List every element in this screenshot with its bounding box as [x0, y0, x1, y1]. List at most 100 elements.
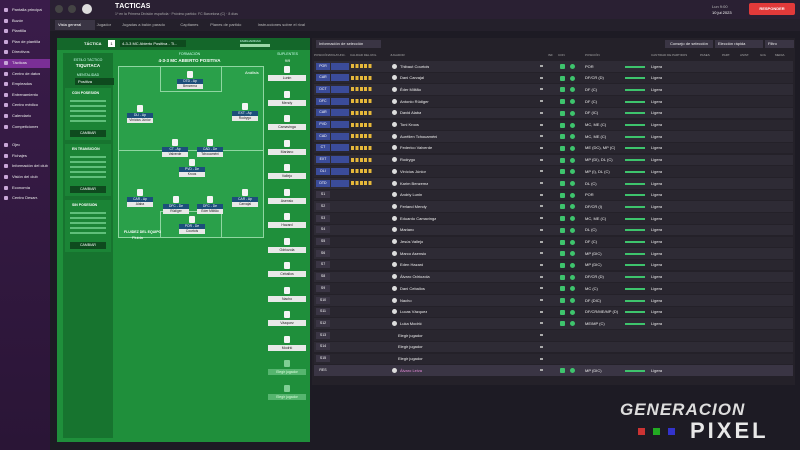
player-name[interactable]: Andriy Lunin: [400, 192, 423, 198]
player-name[interactable]: Jesús Vallejo: [400, 239, 424, 244]
bench-shirt[interactable]: [284, 213, 290, 220]
table-row[interactable]: [314, 201, 793, 212]
quick-button[interactable]: Elección rápida: [715, 40, 763, 48]
table-row[interactable]: [314, 96, 793, 107]
tab[interactable]: Jugador: [96, 22, 112, 27]
player-name[interactable]: Federico Valverde: [400, 145, 433, 151]
player-shirt[interactable]: [189, 159, 195, 166]
player-name[interactable]: Elegir jugador: [398, 356, 423, 361]
table-row[interactable]: [314, 142, 793, 154]
player-name[interactable]: Toni Kroos: [400, 122, 419, 127]
player-name[interactable]: Álvaro Leiva: [400, 367, 423, 373]
bench-shirt[interactable]: [284, 335, 290, 343]
filter-button[interactable]: Filtro: [765, 40, 794, 48]
table-row[interactable]: [314, 213, 793, 224]
sidebar-item[interactable]: Centro de datos: [0, 70, 50, 79]
bench-shirt[interactable]: [284, 237, 290, 245]
table-row[interactable]: [314, 341, 793, 353]
table-row[interactable]: [314, 178, 793, 189]
tab[interactable]: Instrucciones sobre el rival: [257, 22, 305, 27]
table-row[interactable]: [314, 189, 793, 201]
player-name[interactable]: Lucas Vázquez: [400, 309, 428, 315]
player-name[interactable]: Dani Ceballos: [400, 285, 425, 291]
bench-shirt[interactable]: [284, 66, 290, 73]
player-name[interactable]: Luka Modrić: [400, 320, 422, 326]
sidebar-item[interactable]: Calendario: [0, 112, 50, 121]
table-row[interactable]: [314, 295, 793, 306]
table-row[interactable]: [314, 318, 793, 329]
player-name[interactable]: Elegir jugador: [398, 344, 423, 350]
tab[interactable]: Vista general: [55, 20, 95, 30]
mentality-value[interactable]: Positiva: [75, 78, 114, 85]
player-name[interactable]: Mariano: [400, 227, 415, 233]
table-row[interactable]: [314, 306, 793, 318]
table-row[interactable]: [314, 131, 793, 142]
style-value[interactable]: TIQUITACA: [75, 63, 101, 68]
sidebar-item[interactable]: Buzón: [0, 17, 50, 26]
player-name[interactable]: Thibaut Courtois: [400, 63, 430, 69]
sidebar-item[interactable]: Entrenamiento: [0, 91, 50, 100]
sidebar-item[interactable]: Economía: [0, 184, 50, 193]
player-name[interactable]: David Alaba: [400, 110, 422, 116]
bench-shirt[interactable]: [284, 286, 290, 294]
player-name[interactable]: Karim Benzema: [400, 180, 429, 186]
tab[interactable]: Jugadas a balón parado: [122, 22, 165, 27]
tab[interactable]: Capitanes: [180, 22, 199, 27]
table-row[interactable]: [314, 353, 793, 364]
bench-shirt[interactable]: [284, 139, 290, 147]
bench-shirt[interactable]: [284, 360, 290, 367]
table-row[interactable]: [314, 224, 793, 236]
player-shirt[interactable]: [207, 139, 213, 146]
player-name[interactable]: Ferland Mendy: [400, 203, 427, 209]
player-shirt[interactable]: [172, 139, 178, 146]
sidebar-item[interactable]: Información del club: [0, 162, 50, 171]
analysis[interactable]: Análisis: [245, 70, 259, 75]
bench-shirt[interactable]: [284, 115, 290, 122]
player-shirt[interactable]: [242, 189, 248, 196]
player-shirt[interactable]: [137, 189, 143, 196]
table-row[interactable]: [314, 61, 793, 72]
bench-shirt[interactable]: [284, 384, 290, 392]
bench-shirt[interactable]: [284, 90, 290, 98]
sidebar-item[interactable]: Centro médico: [0, 101, 50, 110]
player-shirt[interactable]: [173, 196, 179, 203]
player-name[interactable]: Dani Carvajal: [400, 75, 425, 81]
table-row[interactable]: [314, 119, 793, 130]
bench-shirt[interactable]: [284, 311, 290, 318]
player-shirt[interactable]: [242, 103, 248, 110]
info-dropdown[interactable]: Información de selección: [316, 40, 381, 48]
player-shirt[interactable]: [137, 105, 143, 112]
advice-button[interactable]: Consejo de selección: [665, 40, 713, 48]
sidebar-item[interactable]: Ojeo: [0, 141, 50, 150]
bench-shirt[interactable]: [284, 262, 290, 269]
player-name[interactable]: Éder Militão: [400, 86, 422, 92]
player-name[interactable]: Álvaro Odriozola: [400, 274, 430, 280]
nav-fwd[interactable]: [68, 5, 76, 13]
sidebar-item[interactable]: Directivos: [0, 48, 50, 57]
tactic-name[interactable]: 4-3-3 MC Abierto Positiva - Ti...: [120, 40, 186, 47]
table-row[interactable]: [314, 84, 793, 95]
table-row[interactable]: [314, 154, 793, 166]
player-name[interactable]: Nacho: [400, 297, 412, 303]
table-row[interactable]: [314, 259, 793, 271]
table-row[interactable]: [314, 107, 793, 119]
player-shirt[interactable]: [187, 71, 193, 78]
formation[interactable]: 4-3-3 MC ABIERTO POSITIVA: [158, 58, 221, 63]
sidebar-item[interactable]: Visión del club: [0, 173, 50, 182]
change-button[interactable]: CAMBIAR: [70, 130, 106, 137]
table-row[interactable]: [314, 166, 793, 177]
bench-shirt[interactable]: [284, 188, 290, 196]
sidebar-item[interactable]: Plantilla: [0, 27, 50, 36]
player-name[interactable]: Elegir jugador: [398, 332, 423, 338]
change-button[interactable]: CAMBIAR: [70, 242, 106, 249]
player-name[interactable]: Antonio Rüdiger: [400, 98, 429, 104]
respond-button[interactable]: RESPONDER: [749, 3, 795, 15]
sidebar-item[interactable]: Tácticas: [0, 59, 50, 68]
table-row[interactable]: [314, 72, 793, 84]
sidebar-item[interactable]: Pantalla principal: [0, 6, 50, 15]
nav-back[interactable]: [55, 5, 63, 13]
player-name[interactable]: Aurélien Tchouaméni: [400, 133, 438, 139]
table-row[interactable]: [314, 236, 793, 247]
sidebar-item[interactable]: Plan de plantilla: [0, 38, 50, 47]
player-name[interactable]: Marco Asensio: [400, 250, 427, 256]
